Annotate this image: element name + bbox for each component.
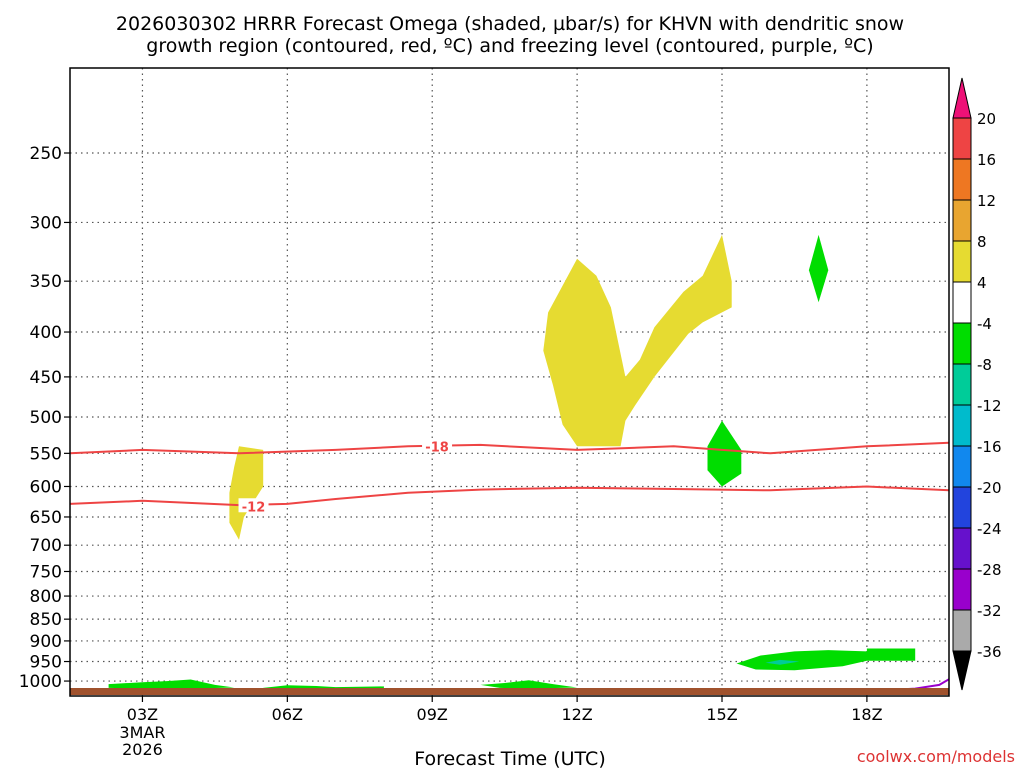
credit-text: coolwx.com/models <box>857 747 1015 766</box>
colorbar: 20 16 12 8 4 -4 -8 -12 -16 -20 -24 -28 -32 -36 <box>952 77 1002 691</box>
y-axis-ticks: 2503003504004505005506006507007508008509… <box>19 144 70 692</box>
x-tick-label: 09Z <box>417 705 448 724</box>
y-tick-label: 1000 <box>19 672 62 692</box>
colorbar-bottom-arrow <box>952 650 972 691</box>
contour-label: -18 <box>425 440 449 455</box>
colorbar-label: -12 <box>977 397 1002 415</box>
colorbar-label: -28 <box>977 561 1002 579</box>
x-axis-label: Forecast Time (UTC) <box>414 748 605 768</box>
colorbar-label: -16 <box>977 438 1002 456</box>
omega-region <box>707 420 742 487</box>
omega-region <box>543 234 732 447</box>
y-tick-label: 550 <box>30 444 62 464</box>
colorbar-segment <box>952 363 972 406</box>
colorbar-segment <box>952 117 972 160</box>
colorbar-segment <box>952 322 972 365</box>
y-tick-label: 900 <box>30 632 62 652</box>
omega-region <box>808 234 829 303</box>
colorbar-label: 8 <box>977 233 987 251</box>
chart-title-line-2: growth region (contoured, red, ºC) and f… <box>146 35 873 57</box>
colorbar-segment <box>952 404 972 447</box>
omega-region <box>108 679 235 689</box>
colorbar-segment <box>952 445 972 488</box>
grid-lines <box>70 68 949 696</box>
dgz-contour-line <box>70 485 949 507</box>
colorbar-segment <box>952 240 972 283</box>
colorbar-label: 20 <box>977 110 996 128</box>
colorbar-segment <box>952 158 972 201</box>
omega-region <box>229 446 264 540</box>
colorbar-label: 12 <box>977 192 996 210</box>
x-tick-date-label: 2026 <box>122 740 163 759</box>
ground-layer <box>70 688 949 695</box>
y-tick-label: 650 <box>30 508 62 528</box>
colorbar-top-arrow <box>952 77 972 119</box>
omega-region <box>765 659 800 665</box>
chart-title-line-1: 2026030302 HRRR Forecast Omega (shaded, … <box>116 13 904 35</box>
contour-label-background <box>422 438 453 453</box>
colorbar-label: -32 <box>977 602 1002 620</box>
colorbar-label: -20 <box>977 479 1002 497</box>
x-tick-date-label: 3MAR <box>119 723 165 742</box>
colorbar-label: 4 <box>977 274 987 292</box>
omega-shading <box>108 234 916 690</box>
colorbar-label: -4 <box>977 315 992 333</box>
colorbar-label: -8 <box>977 356 992 374</box>
y-tick-label: 300 <box>30 213 62 233</box>
y-tick-label: 450 <box>30 368 62 388</box>
y-tick-label: 500 <box>30 408 62 428</box>
colorbar-segment <box>952 486 972 529</box>
colorbar-label: -36 <box>977 643 1002 661</box>
omega-region <box>480 680 578 689</box>
x-tick-label: 12Z <box>561 705 592 724</box>
y-tick-label: 350 <box>30 272 62 292</box>
y-tick-label: 250 <box>30 144 62 164</box>
colorbar-label: 16 <box>977 151 996 169</box>
dgz-contours: -18 -12 <box>70 438 949 695</box>
y-tick-label: 700 <box>30 536 62 556</box>
ground-strip <box>70 688 949 695</box>
x-tick-label: 06Z <box>272 705 303 724</box>
colorbar-segment <box>952 281 972 324</box>
y-tick-label: 850 <box>30 610 62 630</box>
y-tick-label: 400 <box>30 323 62 343</box>
colorbar-segment <box>952 609 972 652</box>
x-tick-label: 18Z <box>851 705 882 724</box>
colorbar-label: -24 <box>977 520 1002 538</box>
x-tick-label: 03Z <box>127 705 158 724</box>
y-tick-label: 600 <box>30 477 62 497</box>
contour-label: -12 <box>242 500 266 515</box>
x-tick-label: 15Z <box>706 705 737 724</box>
plot-frame <box>69 67 950 697</box>
dgz-contour-line <box>70 441 949 455</box>
colorbar-segment <box>952 199 972 242</box>
y-tick-label: 800 <box>30 587 62 607</box>
omega-region <box>736 648 916 671</box>
contour-label-background <box>238 498 269 513</box>
colorbar-segment <box>952 527 972 570</box>
colorbar-segment <box>952 568 972 611</box>
y-tick-label: 950 <box>30 653 62 673</box>
y-tick-label: 750 <box>30 562 62 582</box>
